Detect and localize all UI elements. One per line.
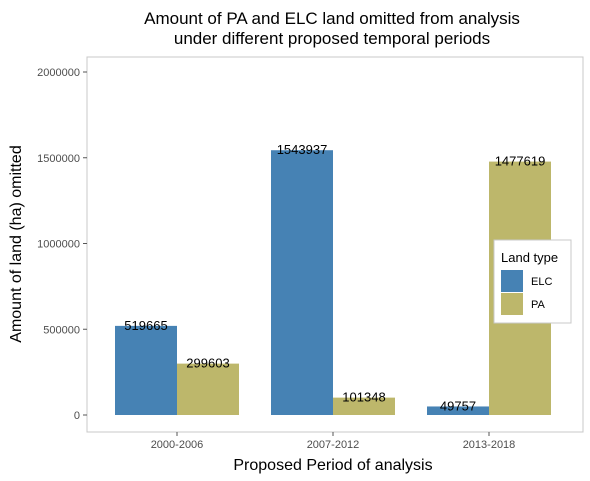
data-labels: 519665 299603 1543937 101348 49757 1477619 [124,142,545,413]
bar-pa [177,363,239,415]
y-tick-label: 2000000 [37,67,80,79]
y-tick-label: 1500000 [37,153,80,165]
bar-elc [115,325,177,415]
data-label: 519665 [124,318,167,333]
chart-subtitle: under different proposed temporal period… [174,29,490,48]
chart-title: Amount of PA and ELC land omitted from a… [144,9,520,28]
bar-elc [271,150,333,416]
x-tick-label: 2007-2012 [307,439,360,451]
y-axis: 0 500000 1000000 1500000 2000000 [37,67,87,422]
x-tick-label: 2013-2018 [463,439,516,451]
y-tick-label: 0 [74,410,80,422]
bar-pa [333,397,395,415]
legend-label-elc: ELC [531,276,552,288]
data-label: 1543937 [277,142,328,157]
x-tick-label: 2000-2006 [151,439,204,451]
bar-elc [427,406,489,415]
y-axis-title: Amount of land (ha) omitted [8,145,25,342]
legend-title: Land type [501,250,558,265]
data-label: 49757 [440,398,476,413]
y-tick-label: 1000000 [37,239,80,251]
data-label: 101348 [342,390,385,405]
y-tick-label: 500000 [43,324,80,336]
data-label: 1477619 [495,154,546,169]
data-label: 299603 [186,356,229,371]
legend: Land type ELC PA [493,239,572,324]
legend-key-pa [501,293,523,315]
legend-key-elc [501,270,523,292]
x-axis-title: Proposed Period of analysis [233,457,432,474]
x-axis: 2000-2006 2007-2012 2013-2018 [151,432,516,451]
legend-label-pa: PA [531,299,546,311]
